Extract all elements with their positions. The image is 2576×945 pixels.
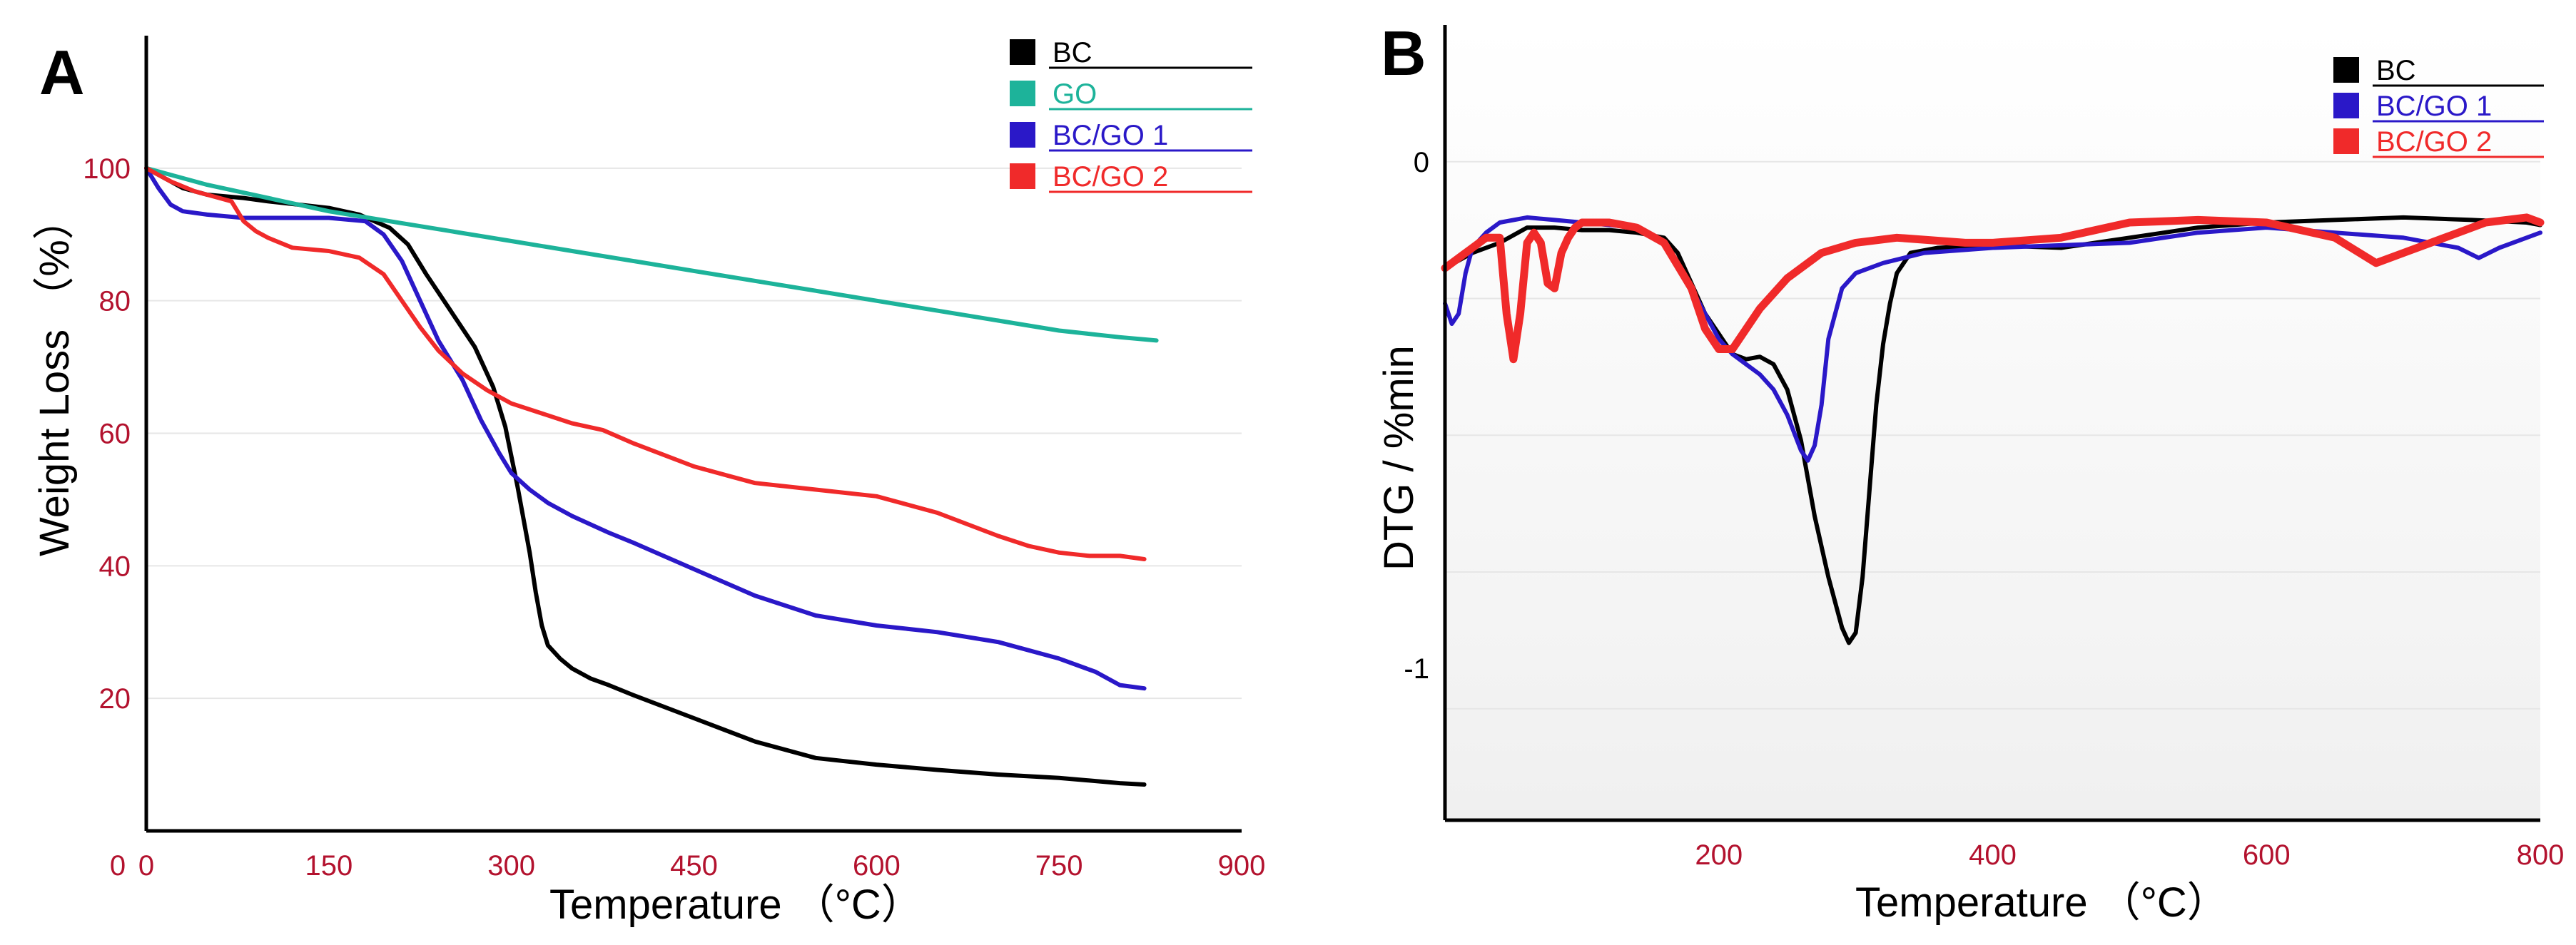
panel-b: B 200 400 600 800 0 -1 Temperature （°C） DTG /… [1376, 18, 2564, 926]
x-tick-label: 0 [138, 850, 154, 882]
panel-a-legend: BC GO BC/GO 1 BC/GO 2 [1010, 37, 1252, 193]
panel-a-ticks: 0 150 300 450 600 750 900 20 40 60 80 100 0 [83, 153, 1265, 882]
y-tick-label: 20 [99, 683, 131, 715]
x-tick-label: 150 [305, 850, 353, 882]
panel-a-x-label: Temperature （°C） [549, 882, 923, 928]
y-tick-label: 100 [83, 153, 131, 185]
x-tick-label: 900 [1218, 850, 1266, 882]
legend-swatch [2333, 57, 2359, 83]
series-line-go [144, 165, 1159, 343]
x-tick-label: 400 [1969, 839, 2017, 871]
legend-label: BC/GO 2 [1053, 161, 1168, 193]
y-tick-label: 80 [99, 286, 131, 317]
series-line-bc-go-1 [1443, 215, 2542, 463]
legend-swatch [1010, 122, 1035, 148]
panel-b-series [1441, 213, 2545, 645]
legend-swatch [1010, 81, 1035, 106]
y-tick-label: 60 [99, 419, 131, 450]
series-line-bc [1443, 215, 2542, 645]
legend-label: BC/GO 1 [1053, 120, 1168, 151]
x-tick-label: 200 [1695, 839, 1743, 871]
x-tick-label: 600 [853, 850, 901, 882]
legend-swatch [1010, 163, 1035, 189]
panel-b-x-label: Temperature （°C） [1855, 879, 2228, 926]
panel-b-plot-area [1445, 25, 2540, 820]
panel-a-y-label: Weight Loss （%） [31, 198, 78, 556]
panel-a-letter: A [39, 37, 85, 108]
legend-label: BC/GO 2 [2376, 126, 2492, 158]
legend-label: BC [1053, 37, 1092, 68]
legend-swatch [2333, 128, 2359, 154]
panel-b-grid [1445, 160, 2540, 710]
x-tick-label: 800 [2517, 839, 2565, 871]
panel-a-grid [146, 167, 1242, 700]
panel-a: A 0 150 300 450 600 750 900 20 40 60 80 100 0 Temper… [31, 36, 1265, 928]
series-line-bc-go-2 [144, 165, 1147, 561]
y-tick-label: -1 [1404, 653, 1429, 685]
panel-a-series [144, 165, 1159, 787]
legend-label: GO [1053, 78, 1097, 110]
panel-b-y-label: DTG / %min [1376, 345, 1422, 571]
x-tick-label: 750 [1035, 850, 1083, 882]
origin-tick-label: 0 [110, 850, 126, 882]
series-line-bc-go-2 [1441, 213, 2545, 364]
legend-label: BC/GO 1 [2376, 91, 2492, 122]
legend-label: BC [2376, 55, 2416, 86]
x-tick-label: 450 [670, 850, 718, 882]
panel-b-letter: B [1381, 18, 1426, 88]
x-tick-label: 300 [487, 850, 535, 882]
panel-b-ticks: 200 400 600 800 0 -1 [1404, 147, 2564, 871]
series-line-bc [144, 165, 1147, 787]
legend-swatch [2333, 93, 2359, 118]
x-tick-label: 600 [2243, 839, 2291, 871]
y-tick-label: 0 [1414, 147, 1429, 178]
legend-swatch [1010, 39, 1035, 65]
y-tick-label: 40 [99, 551, 131, 582]
series-line-bc-go-1 [144, 165, 1147, 691]
panel-b-legend: BC BC/GO 1 BC/GO 2 [2333, 55, 2544, 158]
